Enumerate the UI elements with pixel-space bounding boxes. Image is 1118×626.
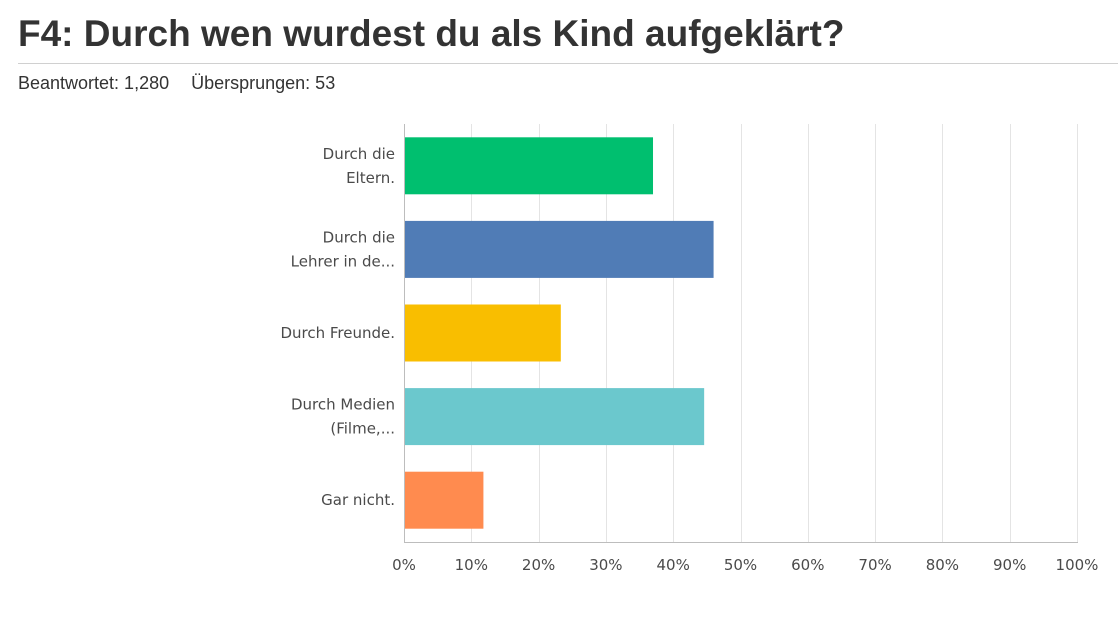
- category-label: Durch die Eltern.: [323, 145, 395, 187]
- bar: [405, 304, 561, 362]
- category-label-line: Eltern.: [346, 169, 395, 187]
- category-label: Durch Medien (Filme,...: [291, 396, 395, 438]
- category-label-line: Durch Freunde.: [280, 324, 395, 342]
- skipped-count: Übersprungen: 53: [191, 73, 336, 93]
- x-tick-label: 70%: [858, 556, 891, 574]
- bar: [405, 388, 705, 446]
- x-tick-label: 50%: [724, 556, 757, 574]
- x-tick-label: 20%: [522, 556, 555, 574]
- x-tick-label: 30%: [589, 556, 622, 574]
- x-tick-label: 0%: [392, 556, 416, 574]
- response-stats: Beantwortet: 1,280 Übersprungen: 53: [18, 72, 335, 94]
- category-label-line: (Filme,...: [330, 420, 395, 438]
- x-tick-label: 100%: [1056, 556, 1099, 574]
- question-title: F4: Durch wen wurdest du als Kind aufgek…: [18, 13, 845, 54]
- bar: [405, 471, 484, 529]
- x-tick-label: 80%: [926, 556, 959, 574]
- x-tick-label: 60%: [791, 556, 824, 574]
- category-label: Durch Freunde.: [280, 324, 395, 342]
- category-label-line: Gar nicht.: [321, 491, 395, 509]
- category-label: Durch die Lehrer in de...: [291, 228, 395, 270]
- answered-count: Beantwortet: 1,280: [18, 73, 170, 93]
- title-divider: [18, 63, 1118, 64]
- category-label: Gar nicht.: [321, 491, 395, 509]
- category-label-line: Lehrer in de...: [291, 252, 395, 270]
- x-tick-label: 40%: [657, 556, 690, 574]
- category-label-line: Durch die: [323, 228, 395, 246]
- category-label-line: Durch die: [323, 145, 395, 163]
- bar: [405, 220, 714, 278]
- bar: [405, 137, 654, 195]
- category-label-line: Durch Medien: [291, 396, 395, 414]
- x-tick-label: 10%: [455, 556, 488, 574]
- x-tick-label: 90%: [993, 556, 1026, 574]
